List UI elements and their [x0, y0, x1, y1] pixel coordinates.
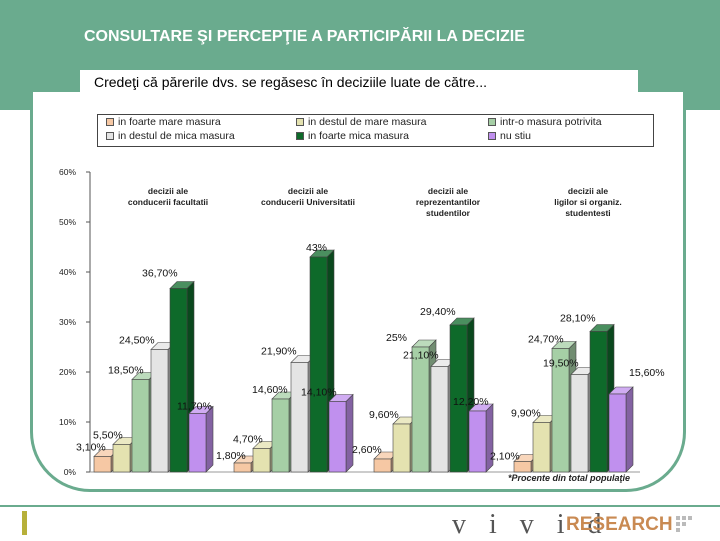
data-label: 14,10%: [301, 387, 337, 399]
chart-legend: [97, 114, 654, 147]
y-tick-label: 0%: [64, 467, 77, 477]
category-label: decizii ale: [568, 186, 608, 196]
brand-dots-icon: [676, 516, 692, 532]
data-label: 12,20%: [453, 396, 489, 408]
bar-side: [345, 393, 354, 473]
bar: [328, 401, 347, 473]
legend-swatch-2: [296, 118, 304, 127]
y-tick-label: 30%: [59, 317, 76, 327]
y-tick-label: 60%: [59, 167, 76, 177]
legend-label-5: in foarte mica masura: [308, 130, 409, 143]
bar: [112, 444, 131, 473]
category-label: conducerii Universitatii: [261, 197, 355, 207]
bar: [392, 423, 411, 473]
category-label: studentesti: [565, 208, 610, 218]
data-label: 28,10%: [560, 313, 596, 325]
legend-label-3: intr-o masura potrivita: [500, 116, 602, 129]
legend-label-6: nu stiu: [500, 130, 531, 143]
legend-label-4: in destul de mica masura: [118, 130, 235, 143]
bar: [271, 398, 290, 473]
data-label: 1,80%: [216, 450, 246, 462]
bar: [532, 422, 551, 473]
data-label: 24,70%: [528, 334, 564, 346]
category-label: decizii ale: [288, 186, 328, 196]
brand-logo-research: RESEARCH: [566, 514, 673, 535]
y-tick-label: 20%: [59, 367, 76, 377]
legend-swatch-4: [106, 132, 114, 141]
data-label: 5,50%: [93, 430, 123, 442]
legend-item-5: in foarte mica masura: [296, 130, 409, 142]
slide-subtitle: Credeţi că părerile dvs. se regăsesc în …: [94, 74, 487, 90]
legend-swatch-1: [106, 118, 114, 127]
bar: [93, 456, 112, 473]
bar: [551, 348, 570, 473]
bar: [608, 393, 627, 473]
bar-side: [625, 386, 634, 473]
bar: [150, 349, 169, 473]
legend-label-2: in destul de mare masura: [308, 116, 427, 129]
legend-label-1: in foarte mare masura: [118, 116, 221, 129]
chart-footnote: *Procente din total populaţie: [508, 473, 630, 483]
legend-item-2: in destul de mare masura: [296, 116, 426, 128]
data-label: 11,70%: [177, 401, 212, 413]
bar: [188, 413, 207, 473]
bar: [131, 379, 150, 473]
data-label: 18,50%: [108, 365, 144, 377]
y-tick-label: 40%: [59, 267, 76, 277]
category-label: ligilor si organiz.: [554, 197, 622, 207]
bar: [252, 448, 271, 473]
data-label: 15,60%: [629, 367, 665, 379]
category-label: studentilor: [426, 208, 471, 218]
data-label: 2,60%: [352, 444, 382, 456]
data-label: 9,90%: [511, 408, 541, 420]
data-label: 19,50%: [543, 358, 579, 370]
data-label: 14,60%: [252, 384, 288, 396]
legend-swatch-5: [296, 132, 304, 141]
bar: [449, 324, 468, 473]
data-label: 3,10%: [76, 442, 106, 454]
data-label: 21,10%: [403, 350, 439, 362]
data-label: 4,70%: [233, 434, 263, 446]
title-box: [70, 16, 590, 64]
bar-side: [205, 405, 214, 473]
bar: [589, 331, 608, 473]
legend-item-6: nu stiu: [488, 130, 531, 142]
data-label: 25%: [386, 332, 407, 344]
legend-item-3: intr-o masura potrivita: [488, 116, 602, 128]
y-tick-label: 10%: [59, 417, 76, 427]
bar: [468, 410, 487, 473]
bar: [411, 346, 430, 473]
category-label: decizii ale: [428, 186, 468, 196]
category-label: conducerii facultatii: [128, 197, 208, 207]
footer-line: [0, 505, 720, 507]
data-label: 24,50%: [119, 335, 155, 347]
footer-accent-bar: [22, 511, 27, 535]
legend-swatch-6: [488, 132, 496, 141]
legend-swatch-3: [488, 118, 496, 127]
category-label: decizii ale: [148, 186, 188, 196]
data-label: 36,70%: [142, 268, 178, 280]
bar: [169, 288, 188, 473]
slide-title: CONSULTARE ŞI PERCEPŢIE A PARTICIPĂRII L…: [84, 28, 525, 45]
bar: [233, 462, 252, 473]
brand-logo-text: v i v i d: [452, 509, 610, 540]
data-label: 43%: [306, 242, 327, 254]
bar: [570, 374, 589, 473]
bar: [309, 256, 328, 473]
bar: [373, 458, 392, 473]
legend-item-1: in foarte mare masura: [106, 116, 221, 128]
data-label: 29,40%: [420, 306, 456, 318]
y-tick-label: 50%: [59, 217, 76, 227]
bar: [513, 461, 532, 473]
data-label: 9,60%: [369, 409, 399, 421]
legend-item-4: in destul de mica masura: [106, 130, 235, 142]
category-label: reprezentantilor: [416, 197, 481, 207]
bar: [430, 366, 449, 473]
data-label: 21,90%: [261, 346, 297, 358]
data-label: 2,10%: [490, 451, 520, 463]
bar: [290, 362, 309, 473]
